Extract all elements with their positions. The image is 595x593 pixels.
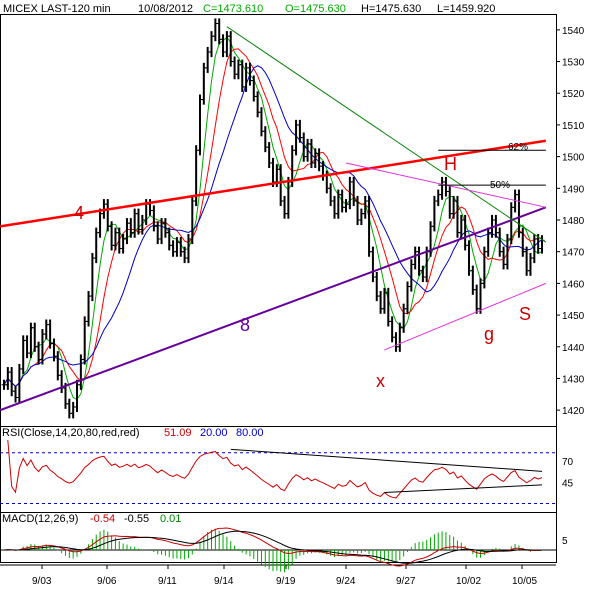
price-tick-label: 1540 [562,26,585,37]
annotation-50pct: 50% [490,180,510,191]
trend-line-lower [384,282,547,351]
macd-signal-line [3,530,543,564]
price-tick-label: 1460 [562,279,585,290]
annotation-g: g [484,324,494,344]
ma-slow-line [3,65,543,388]
date-tick-label: 9/11 [158,576,177,587]
macd-title: MACD(12,26,9) [2,513,78,525]
macd-hist-value: 0.01 [160,513,181,525]
date-tick-label: 9/14 [214,576,234,587]
header-high: H=1475.630 [361,3,421,15]
macd-line [3,527,543,567]
rsi-trend-upper [230,448,543,472]
date-tick-label: 10/05 [512,576,537,587]
price-tick-label: 1490 [562,184,585,195]
annotation-8: 8 [240,315,250,335]
rsi-tick-label: 70 [562,457,574,468]
date-tick-label: 9/27 [396,576,416,587]
trend-line-4 [0,139,547,228]
header-symbol: MICEX LAST-120 min [3,3,111,15]
header-low: L=1459.920 [437,3,495,15]
date-tick-label: 9/24 [336,576,356,587]
rsi-panel: 45 70 [0,439,574,505]
macd-tick-label: 5 [562,536,568,547]
price-tick-label: 1430 [562,374,585,385]
price-tick-label: 1470 [562,248,585,259]
ma-mid-line [3,48,543,388]
header-close: C=1473.610 [203,3,263,15]
rsi-title: RSI(Close,14,20,80,red,red) [2,427,140,439]
price-tick-label: 1450 [562,311,585,322]
date-tick-label: 9/19 [276,576,296,587]
rsi-tick-label: 45 [562,478,574,489]
price-tick-label: 1520 [562,89,585,100]
header-date: 10/08/2012 [138,3,193,15]
price-tick-label: 1480 [562,216,585,227]
header-open: O=1475.630 [285,3,346,15]
rsi-trend-lower [384,484,543,494]
date-tick-label: 9/06 [97,576,117,587]
macd-signal: -0.55 [124,513,149,525]
rsi-low: 20.00 [200,427,228,439]
price-tick-label: 1420 [562,406,585,417]
rsi-line [7,439,543,499]
annotation-S: S [519,304,531,324]
date-tick-label: 9/03 [32,576,52,587]
date-tick-label: 10/02 [456,576,481,587]
price-axis: 1420 1430 1440 1450 1460 1470 1480 1490 1500 1510… [556,26,585,417]
rsi-high: 80.00 [236,427,264,439]
macd-value: -0.54 [90,513,115,525]
annotation-62pct: 62% [508,142,528,153]
annotation-H: H [444,154,457,174]
price-tick-label: 1500 [562,153,585,164]
trend-lines [0,26,547,412]
price-tick-label: 1530 [562,58,585,69]
date-axis: 9/03 9/06 9/11 9/14 9/19 9/24 9/27 10/02 10/05 [32,565,537,587]
trend-line-resistance [226,26,547,243]
moving-averages [3,36,543,401]
price-tick-label: 1510 [562,121,585,132]
price-tick-label: 1440 [562,343,585,354]
rsi-value: 51.09 [164,427,192,439]
ma-fast-line [3,36,543,401]
trend-line-8 [0,206,547,412]
annotation-4: 4 [74,203,84,223]
annotation-x: x [376,371,385,391]
macd-panel-frame [0,512,557,563]
macd-panel: 5 [0,527,568,573]
